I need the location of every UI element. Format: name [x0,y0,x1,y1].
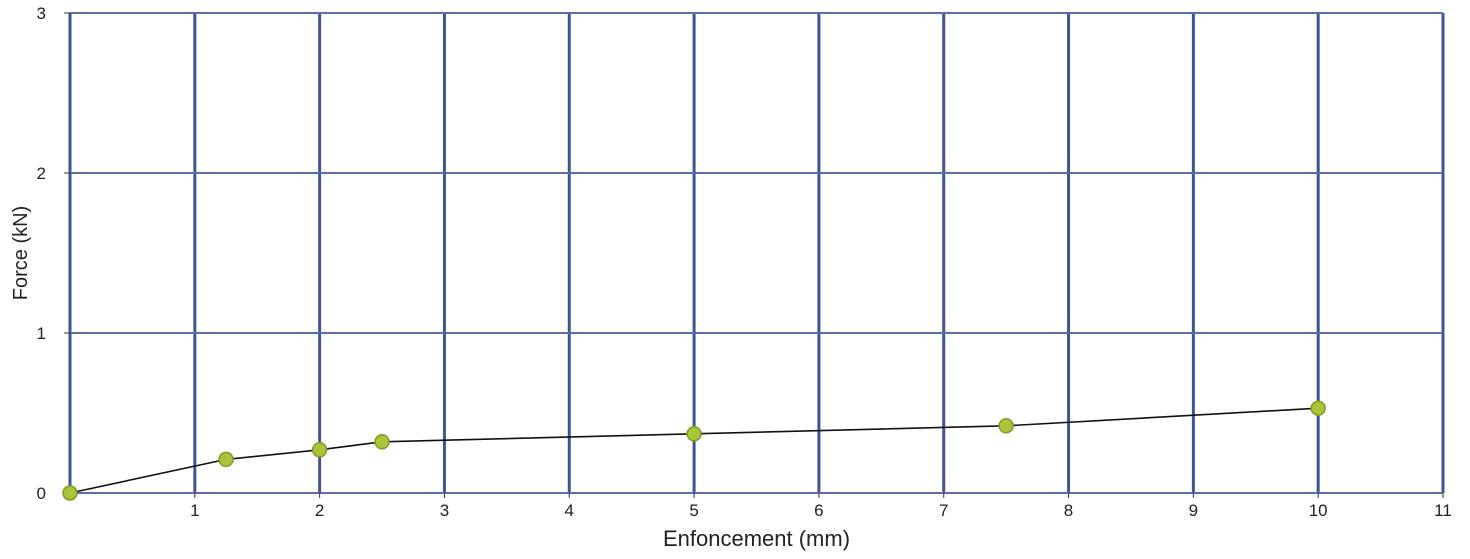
x-tick-label: 8 [1064,501,1073,520]
data-point [218,451,234,468]
x-tick-label: 4 [565,501,574,520]
x-tick-label: 6 [814,501,823,520]
marker-layer [62,400,1326,501]
data-point [1310,400,1326,416]
y-tick-label: 2 [37,164,46,183]
data-point [998,418,1014,434]
data-point [62,485,78,501]
grid-layer [70,12,1445,493]
tick-label-layer: 1 2 3 4 5 6 7 8 9 10 11 0 1 2 3 [37,4,1452,520]
x-tick-label: 1 [190,501,199,520]
x-tick-label: 2 [315,501,324,520]
data-point [374,434,390,450]
x-tick-label: 5 [689,501,698,520]
x-tick-label: 9 [1189,501,1198,520]
data-point [311,442,328,458]
y-axis-label: Force (kN) [10,206,32,300]
x-tick-label: 3 [440,501,449,520]
x-tick-label: 10 [1309,501,1328,520]
y-tick-label: 3 [37,4,46,23]
data-point [686,426,702,442]
x-tick-label: 11 [1434,501,1452,520]
x-tick-label: 7 [939,501,948,520]
y-tick-label: 1 [37,324,46,343]
axis-layer [64,12,1444,498]
x-axis-label: Enfoncement (mm) [663,526,850,551]
y-tick-label: 0 [37,484,46,503]
